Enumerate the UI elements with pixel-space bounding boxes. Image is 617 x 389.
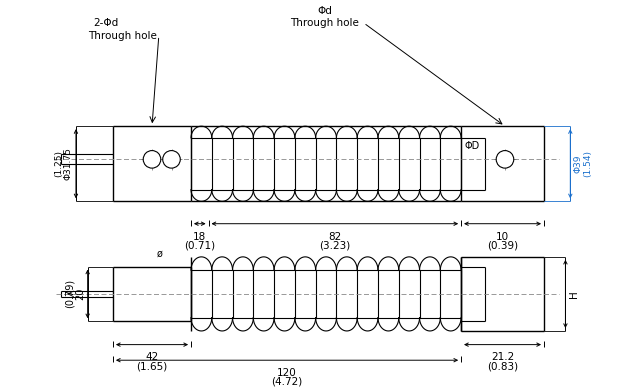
Text: 20: 20 <box>75 288 85 300</box>
Text: Through hole: Through hole <box>290 18 359 28</box>
Text: (4.72): (4.72) <box>271 377 303 387</box>
Text: 2-Φd: 2-Φd <box>94 18 118 28</box>
Text: (0.39): (0.39) <box>487 240 518 250</box>
Text: 10: 10 <box>496 231 509 242</box>
Text: (0.83): (0.83) <box>487 361 518 371</box>
Text: (1.54): (1.54) <box>583 150 592 177</box>
Text: (1.65): (1.65) <box>136 361 168 371</box>
Text: Through hole: Through hole <box>88 30 157 40</box>
Text: 42: 42 <box>146 352 159 363</box>
Text: Φ31.75: Φ31.75 <box>64 147 73 180</box>
Text: ø: ø <box>157 249 163 259</box>
Text: ΦD: ΦD <box>465 141 480 151</box>
Text: (0.71): (0.71) <box>184 240 215 250</box>
Circle shape <box>143 151 161 168</box>
Text: (3.23): (3.23) <box>319 240 350 250</box>
Text: (1.25): (1.25) <box>54 150 63 177</box>
Text: 21.2: 21.2 <box>491 352 514 363</box>
Text: H: H <box>569 290 579 298</box>
Text: Φ39: Φ39 <box>574 154 582 173</box>
Circle shape <box>163 151 180 168</box>
Text: (0.79): (0.79) <box>65 279 75 308</box>
Text: 82: 82 <box>328 231 341 242</box>
Text: Φd: Φd <box>317 6 332 16</box>
Circle shape <box>496 151 514 168</box>
Text: 120: 120 <box>277 368 297 378</box>
Text: 18: 18 <box>193 231 207 242</box>
